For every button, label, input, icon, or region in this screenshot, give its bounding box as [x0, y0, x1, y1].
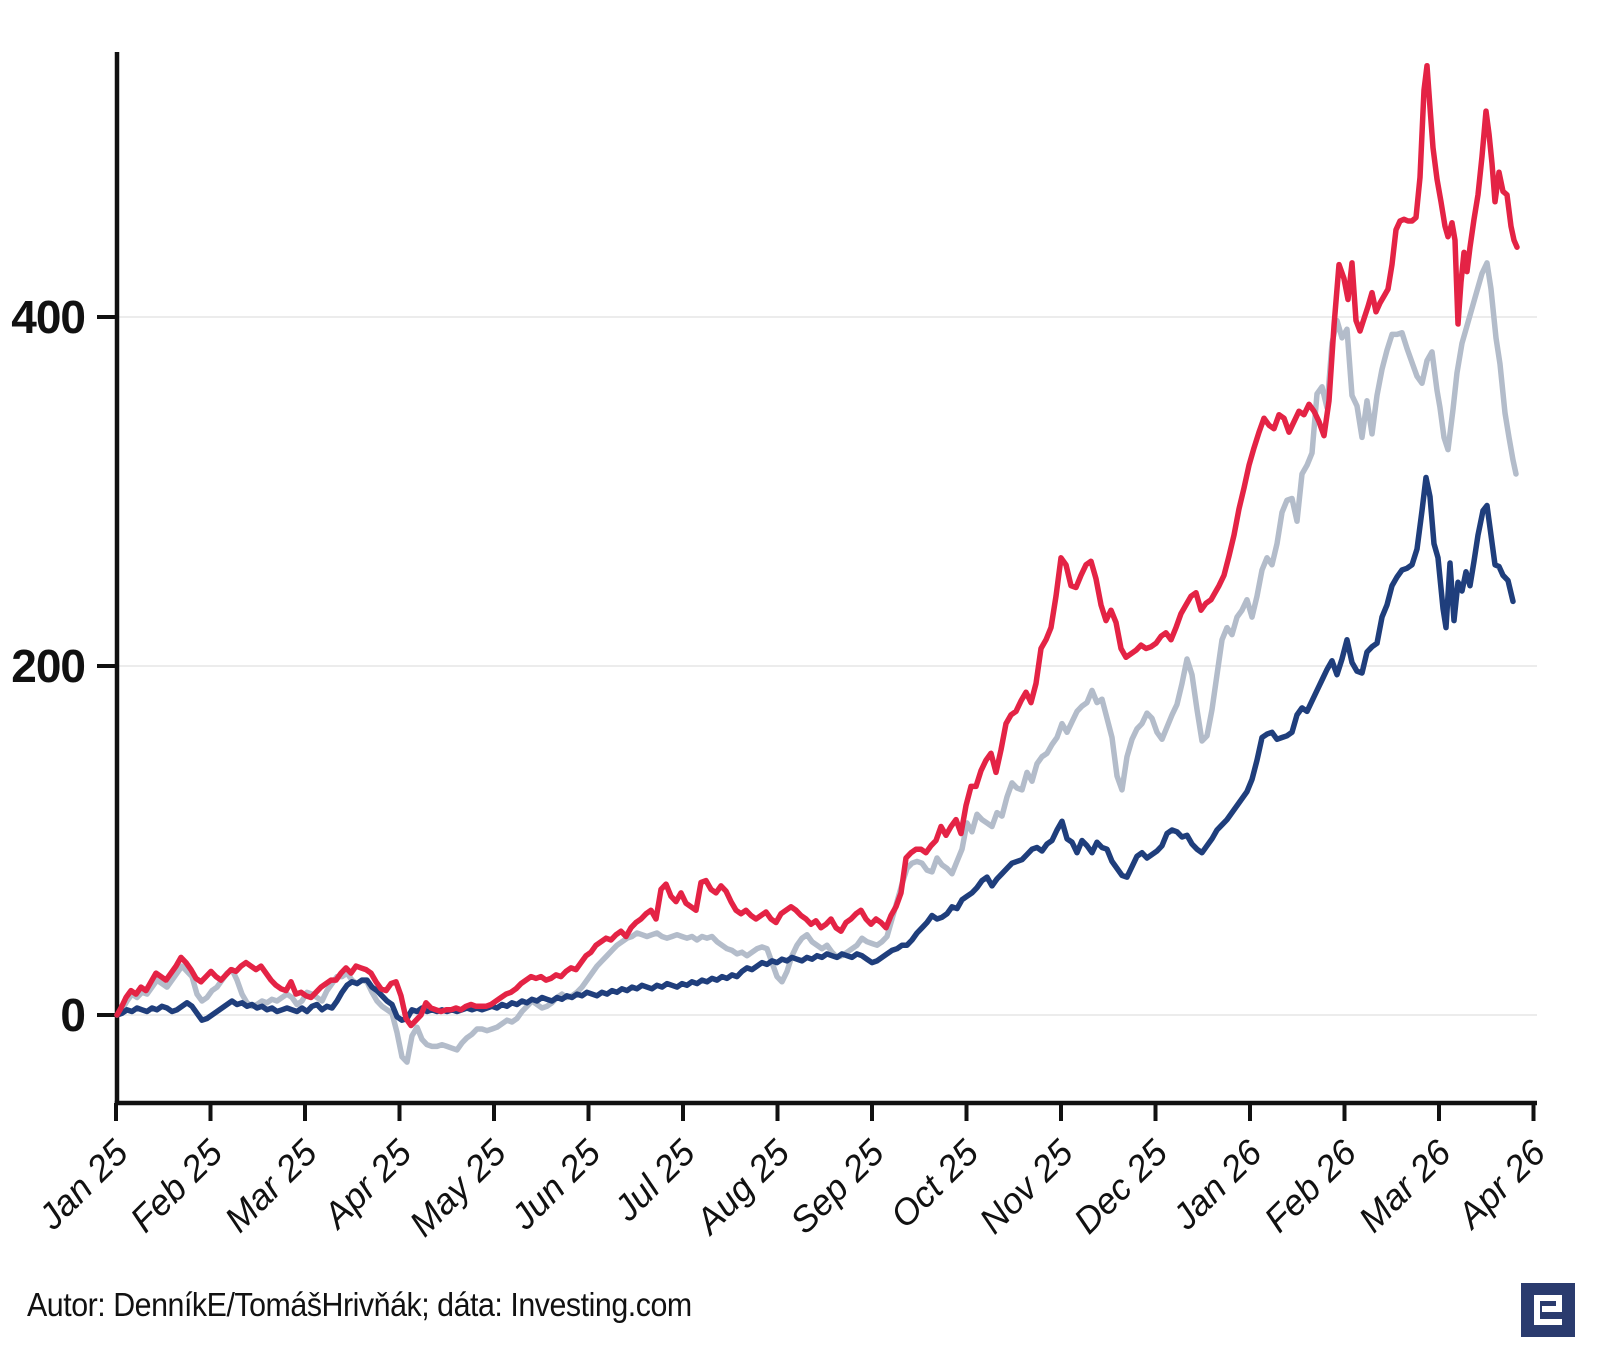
series-navy-line: [114, 474, 1516, 1023]
y-tick-label: 200: [11, 640, 85, 692]
y-tick-label: 400: [11, 291, 85, 343]
x-tick-label: Oct 25: [882, 1131, 987, 1236]
x-tick-label: Jan 26: [1164, 1131, 1271, 1238]
logo-e-top-bar: [1534, 1295, 1562, 1301]
series-silver-line: [114, 260, 1519, 1065]
x-tick-label: Jan 25: [30, 1131, 137, 1238]
x-tick-label: Dec 25: [1066, 1131, 1176, 1241]
caption: Autor: DenníkE/TomášHrivňák; dáta: Inves…: [27, 1286, 692, 1323]
x-tick-label: Mar 26: [1350, 1131, 1459, 1240]
logo-e-middle-bar: [1542, 1306, 1562, 1312]
logo-e-bottom-bar: [1534, 1319, 1562, 1325]
x-tick-label: May 25: [401, 1131, 514, 1244]
dennik-e-logo: [1521, 1283, 1575, 1337]
logo-e-left-bar: [1534, 1295, 1540, 1325]
x-tick-label: Sep 25: [782, 1131, 892, 1241]
x-tick-label: Feb 26: [1256, 1131, 1365, 1240]
x-tick-label: Mar 25: [216, 1131, 325, 1240]
x-tick-label: Feb 25: [122, 1131, 231, 1240]
logo-e-right-stub: [1556, 1295, 1562, 1312]
x-tick-label: Nov 25: [971, 1131, 1081, 1241]
x-tick-label: Apr 25: [314, 1131, 420, 1237]
y-tick-label: 0: [60, 989, 85, 1041]
dennik-e-logo-icon: [1521, 1283, 1575, 1337]
x-tick-label: Apr 26: [1448, 1131, 1554, 1237]
x-tick-label: Jun 25: [502, 1131, 609, 1238]
x-tick-label: Aug 25: [686, 1131, 798, 1243]
series-red-line: [114, 62, 1520, 1029]
